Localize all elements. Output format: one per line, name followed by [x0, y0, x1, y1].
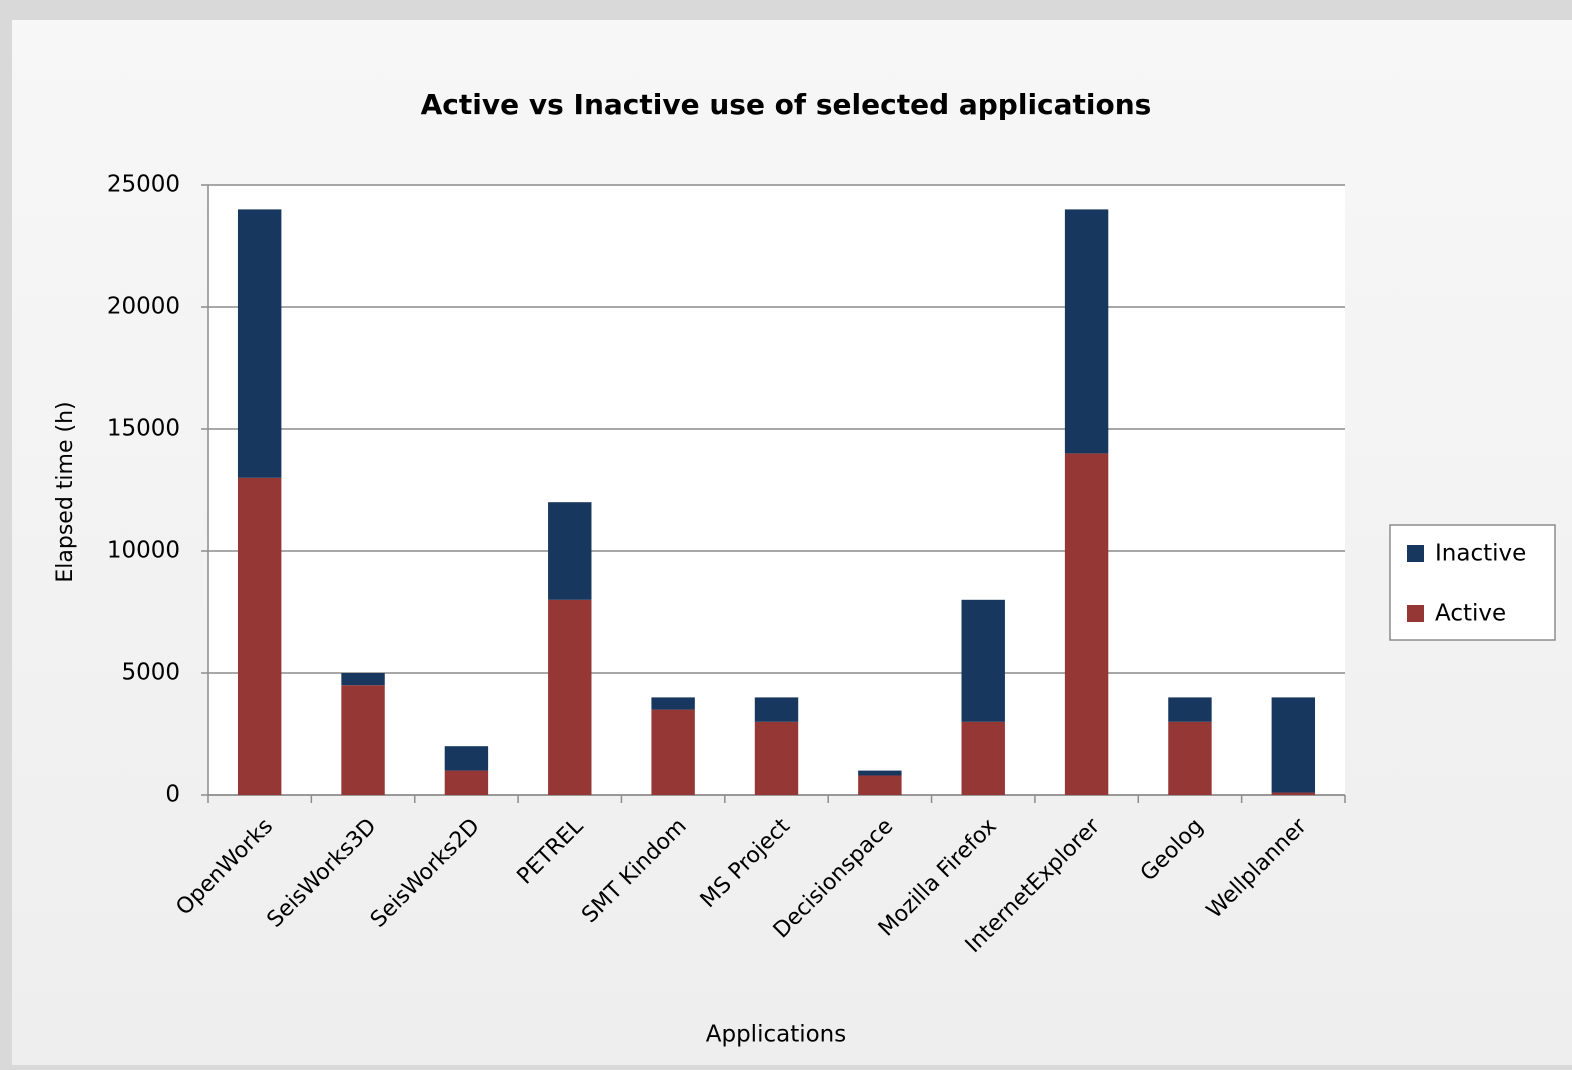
legend-label: Inactive [1435, 541, 1526, 567]
bar-segment [1271, 792, 1316, 795]
bar-segment [754, 697, 799, 722]
bar-segment [548, 599, 592, 795]
bar-segment [1271, 697, 1316, 793]
y-tick-label: 20000 [107, 294, 180, 320]
bar-segment [961, 599, 1005, 722]
bar-segment [444, 770, 489, 795]
x-axis-title: Applications [706, 1022, 847, 1048]
legend-swatch [1407, 605, 1424, 622]
bar-segment [1168, 697, 1212, 722]
bar-segment [651, 709, 695, 795]
bar-segment [1064, 209, 1109, 454]
bar-segment [341, 673, 385, 686]
bar-segment [1064, 453, 1109, 795]
bar-segment [444, 746, 489, 771]
y-tick-label: 0 [165, 782, 180, 808]
legend-label: Active [1435, 601, 1506, 627]
plot-area [208, 185, 1345, 795]
bar-segment [548, 502, 592, 600]
bar-segment [754, 721, 799, 795]
y-tick-label: 25000 [107, 172, 180, 198]
y-tick-label: 15000 [107, 416, 180, 442]
y-tick-label: 10000 [107, 538, 180, 564]
bar-segment [237, 477, 282, 795]
bar-segment [858, 775, 902, 795]
chart-title: Active vs Inactive use of selected appli… [421, 88, 1152, 121]
bar-segment [1168, 721, 1212, 795]
y-axis-title: Elapsed time (h) [53, 401, 78, 582]
bar-segment [651, 697, 695, 710]
y-tick-label: 5000 [121, 660, 180, 686]
bar-segment [237, 209, 282, 478]
legend-swatch [1407, 545, 1424, 562]
bar-segment [341, 685, 385, 795]
bar-segment [961, 721, 1005, 795]
bar-segment [858, 770, 902, 776]
